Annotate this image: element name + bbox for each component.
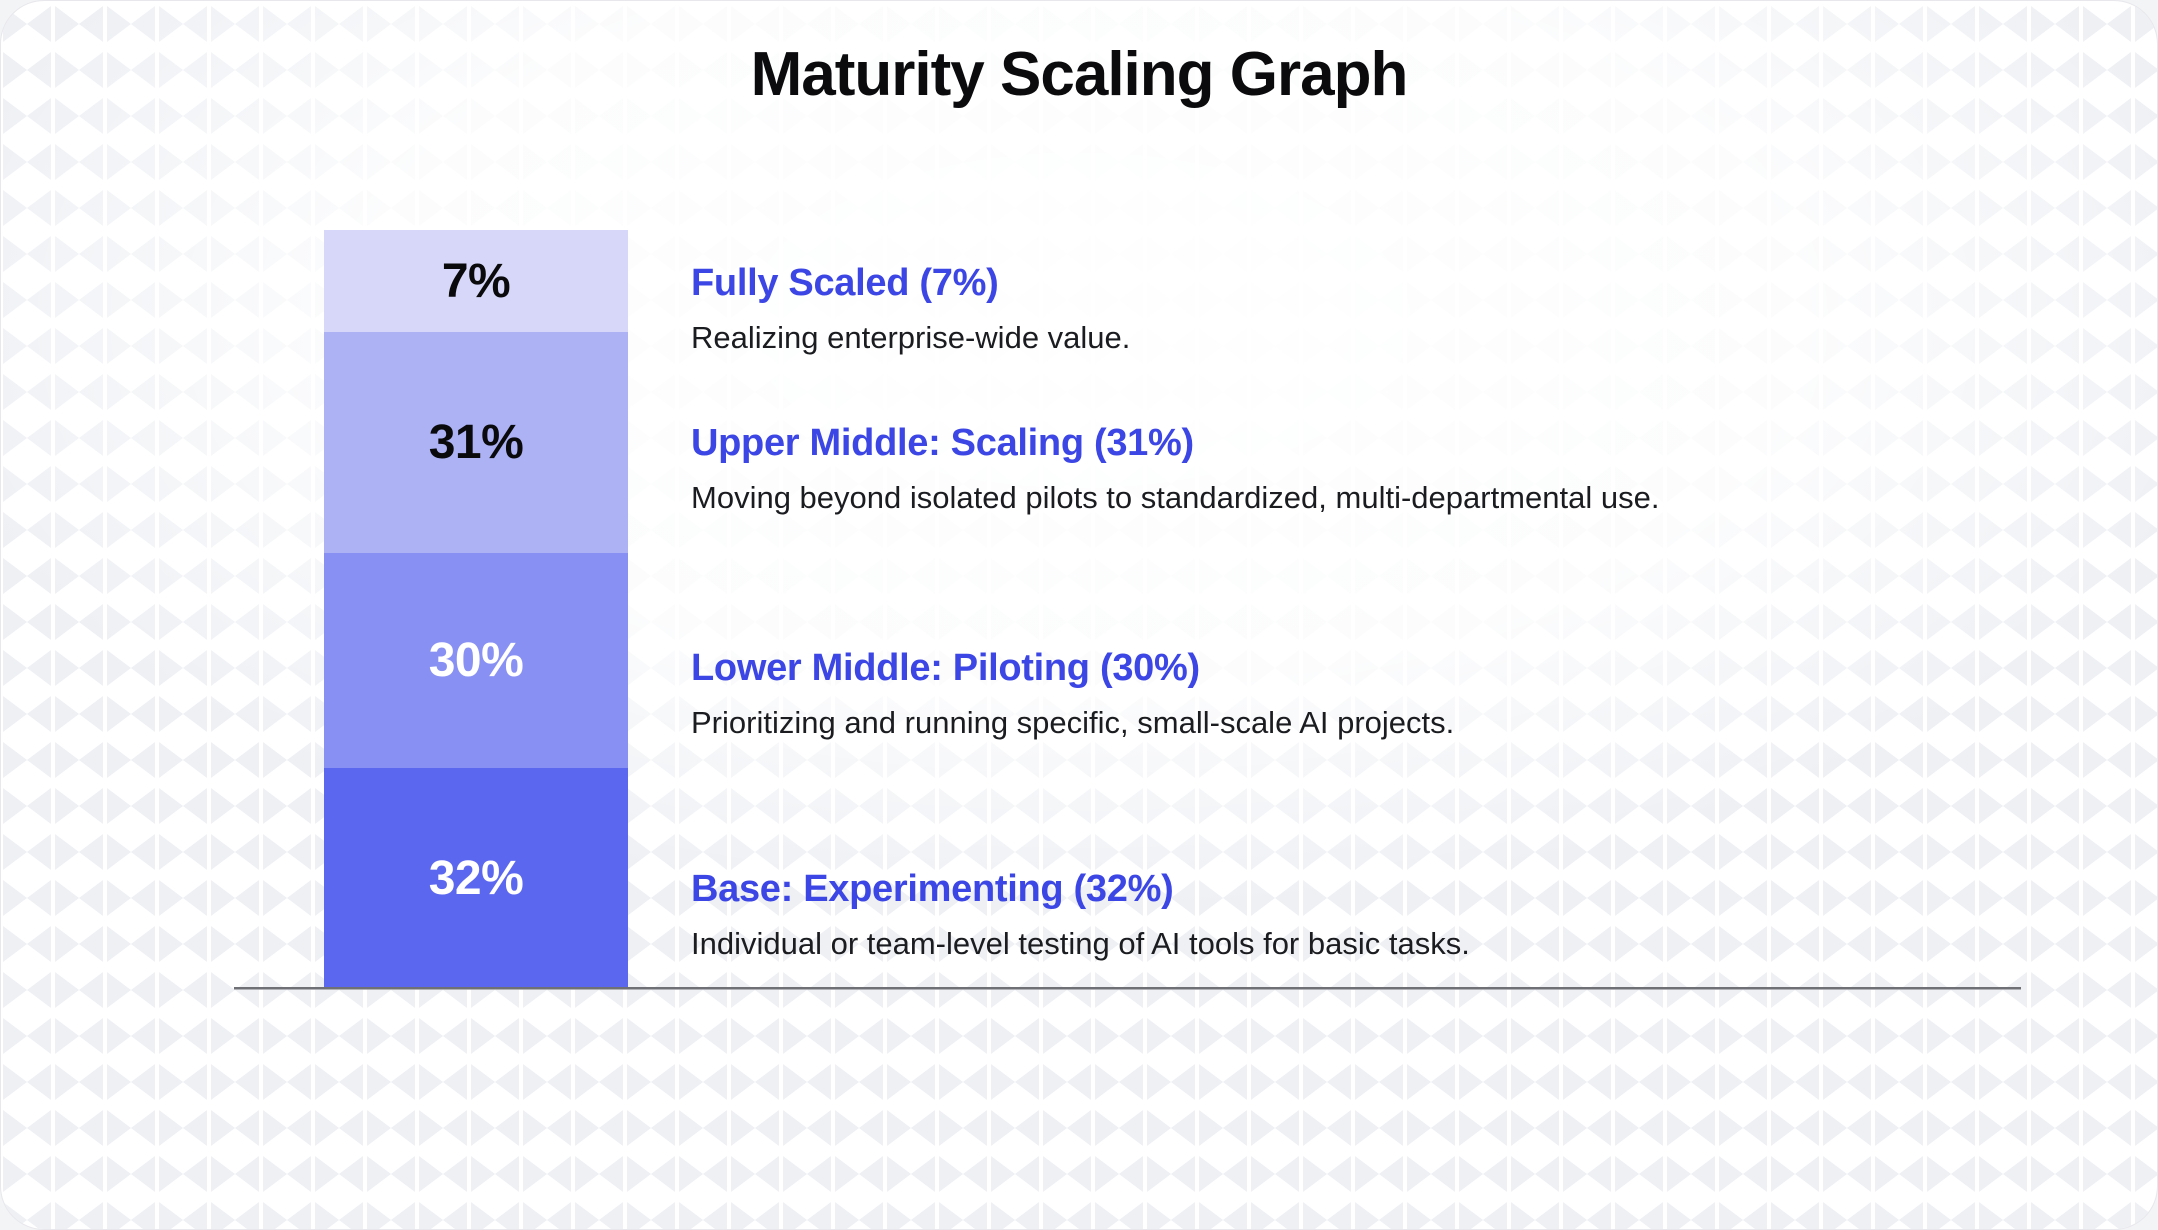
stacked-bar: 7% 31% 30% 32% — [324, 230, 628, 989]
segment-value-label: 7% — [441, 254, 511, 308]
segment-heading: Fully Scaled (7%) — [691, 262, 999, 304]
segment-value-label: 30% — [428, 634, 524, 687]
bar-segment-lower-middle-piloting: 30% — [324, 553, 628, 768]
segment-value-label: 32% — [428, 852, 524, 905]
chart-title: Maturity Scaling Graph — [750, 40, 1409, 109]
segment-description: Moving beyond isolated pilots to standar… — [691, 480, 1660, 515]
bar-segment-fully-scaled: 7% — [324, 230, 628, 332]
segment-heading: Base: Experimenting (32%) — [691, 868, 1174, 910]
axis-baseline — [234, 987, 2021, 989]
bar-segment-upper-middle-scaling: 31% — [324, 332, 628, 553]
legend-block-upper-middle-scaling: Upper Middle: Scaling (31%) Moving beyon… — [691, 419, 1659, 517]
segment-description: Realizing enterprise-wide value. — [691, 320, 1131, 355]
legend-block-fully-scaled: Fully Scaled (7%) Realizing enterprise-w… — [691, 259, 1130, 357]
segment-description: Prioritizing and running specific, small… — [691, 705, 1455, 740]
legend-block-lower-middle-piloting: Lower Middle: Piloting (30%) Prioritizin… — [691, 644, 1454, 742]
segment-heading: Lower Middle: Piloting (30%) — [691, 647, 1200, 689]
segment-heading: Upper Middle: Scaling (31%) — [691, 422, 1194, 464]
segment-description: Individual or team-level testing of AI t… — [691, 926, 1470, 961]
bar-segment-base-experimenting: 32% — [324, 768, 628, 989]
legend-block-base-experimenting: Base: Experimenting (32%) Individual or … — [691, 865, 1470, 963]
segment-value-label: 31% — [428, 416, 524, 469]
